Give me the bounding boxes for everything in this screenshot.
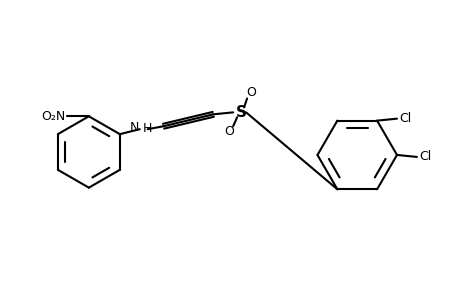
Text: S: S (235, 105, 246, 120)
Text: H: H (142, 122, 152, 135)
Text: Cl: Cl (398, 112, 410, 125)
Text: O: O (224, 125, 234, 138)
Text: Cl: Cl (418, 150, 430, 164)
Text: N: N (129, 121, 139, 134)
Text: O: O (246, 86, 255, 99)
Text: O₂N: O₂N (41, 110, 65, 123)
